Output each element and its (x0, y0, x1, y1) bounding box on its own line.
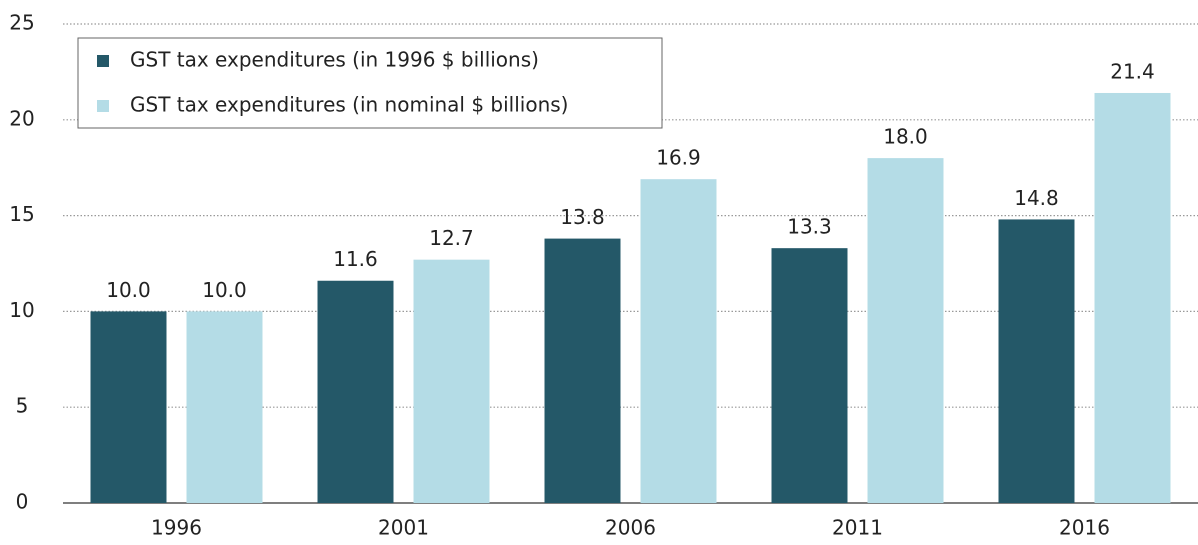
x-tick-label: 2006 (605, 516, 656, 540)
value-label: 10.0 (106, 278, 151, 302)
x-tick-label: 1996 (151, 516, 202, 540)
y-tick-label: 10 (9, 298, 34, 322)
y-tick-label: 20 (9, 106, 34, 130)
bar (90, 311, 167, 503)
y-tick-label: 15 (9, 202, 34, 226)
value-label: 13.3 (787, 215, 832, 239)
bar (771, 248, 848, 503)
value-label: 13.8 (560, 205, 605, 229)
bar (413, 259, 490, 503)
legend-label: GST tax expenditures (in nominal $ billi… (130, 93, 569, 117)
legend-label: GST tax expenditures (in 1996 $ billions… (130, 48, 539, 72)
value-label: 14.8 (1014, 186, 1059, 210)
bar (544, 238, 621, 504)
bar (998, 219, 1075, 503)
x-tick-label: 2011 (832, 516, 883, 540)
legend-box (77, 37, 663, 129)
value-label: 16.9 (656, 146, 701, 170)
x-tick-label: 2016 (1059, 516, 1110, 540)
bar (867, 158, 944, 503)
x-tick-label: 2001 (378, 516, 429, 540)
value-label: 11.6 (333, 247, 378, 271)
y-tick-label: 5 (16, 394, 29, 418)
legend-swatch (97, 100, 109, 112)
legend-swatch (97, 55, 109, 67)
value-label: 10.0 (202, 278, 247, 302)
value-label: 18.0 (883, 125, 928, 149)
bar (640, 179, 717, 504)
value-label: 21.4 (1110, 59, 1155, 83)
y-tick-label: 25 (9, 11, 34, 35)
bar (1094, 92, 1171, 503)
y-tick-label: 0 (16, 490, 29, 514)
bar (186, 311, 263, 503)
bar (317, 280, 394, 503)
value-label: 12.7 (429, 226, 474, 250)
